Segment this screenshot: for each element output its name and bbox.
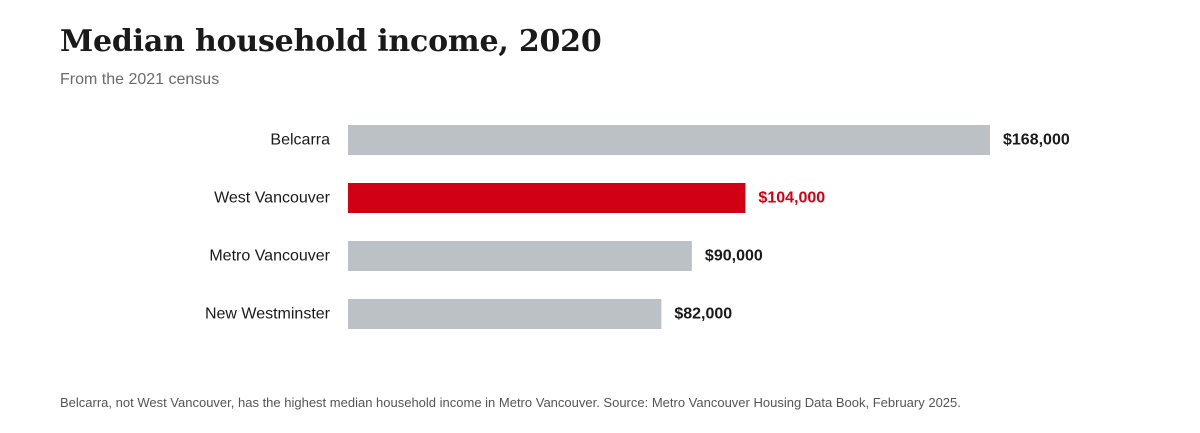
category-label-metro-vancouver: Metro Vancouver	[209, 248, 330, 265]
category-label-belcarra: Belcarra	[270, 132, 330, 149]
chart-subtitle: From the 2021 census	[60, 71, 220, 88]
bar-new-westminster	[348, 299, 662, 329]
value-label-metro-vancouver: $90,000	[705, 248, 763, 265]
category-label-west-vancouver: West Vancouver	[214, 190, 331, 207]
bar-metro-vancouver	[348, 241, 692, 271]
value-label-west-vancouver: $104,000	[758, 190, 825, 207]
chart-footnote: Belcarra, not West Vancouver, has the hi…	[60, 395, 961, 410]
value-label-belcarra: $168,000	[1003, 132, 1070, 149]
category-label-new-westminster: New Westminster	[205, 306, 331, 323]
bar-belcarra	[348, 125, 990, 155]
value-label-new-westminster: $82,000	[674, 306, 732, 323]
bar-west-vancouver	[348, 183, 746, 213]
chart-title: Median household income, 2020	[60, 24, 602, 59]
